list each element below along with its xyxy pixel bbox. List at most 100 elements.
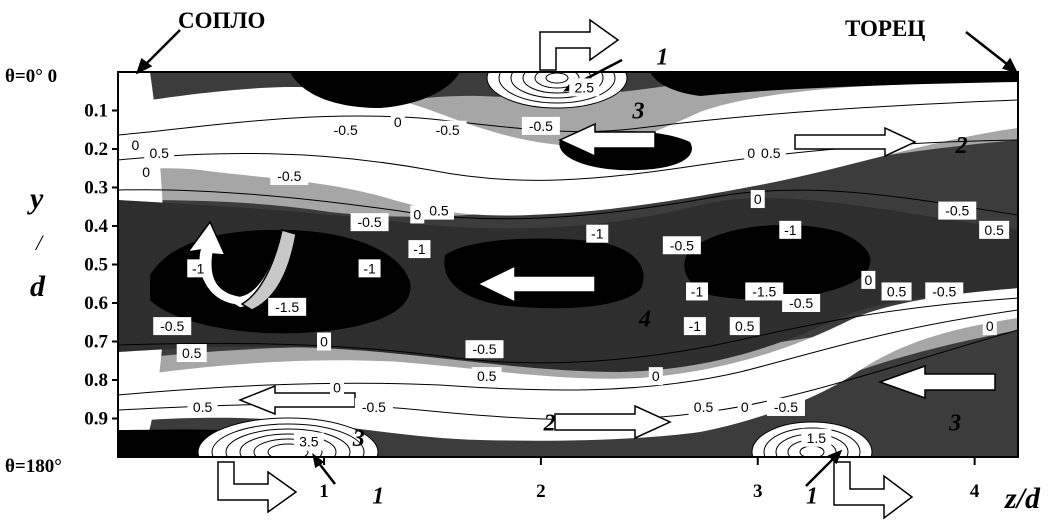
core-region-right [684,224,871,300]
contour-label: -0.5 [670,237,694,253]
jet-spot-top [486,72,628,109]
y-axis-ticks: 0.1 0.2 0.3 0.4 0.5 0.6 0.7 0.8 0.9 [84,101,118,430]
y-tick-label: 0.1 [84,101,108,122]
contour-label-box [317,332,332,351]
contour-label-box [465,340,504,359]
contour-label-box [423,201,454,220]
flow-arrows [186,122,996,440]
contour-label: -0.5 [774,399,798,415]
contour-label: -0.5 [362,399,386,415]
contour-label-box [779,220,802,239]
contour-label: 0.5 [149,145,169,161]
contour-label: 0 [142,164,150,180]
zone-label: 2 [543,410,556,436]
x-tick-label: 4 [970,481,980,502]
contour-label: 0.5 [735,318,755,334]
y-tick-label: 0.6 [84,293,108,314]
contour-label-box [350,213,389,232]
contour-label: 1.5 [807,430,827,446]
contour-label-box [354,397,393,416]
end-wall-label: ТОРЕЦ [845,16,925,41]
y-tick-label: 0.9 [84,409,108,430]
y-axis-label-y: y [27,182,44,215]
contour-label: -0.5 [789,295,813,311]
contour-label-box [861,270,876,289]
contour-label: -0.5 [529,118,553,134]
contour-label: -1 [784,222,797,238]
contour-label: 2.5 [575,79,595,95]
contour-label: -1 [413,241,426,257]
contour-label: 0.5 [887,283,907,299]
arrow-right-top [794,126,917,158]
contour-label-box [390,113,405,132]
contour-label-box [471,367,502,386]
contour-label: -0.5 [945,203,969,219]
zone-label: 1 [806,484,818,510]
contour-label-box [782,294,821,312]
contour-label: 3.5 [299,434,319,450]
contour-label: 0 [747,145,755,161]
arrow-nozzle-top [539,18,620,71]
contour-label-box [688,397,719,416]
arrow-left-lower-right [877,364,996,400]
contour-label: 0.5 [429,203,449,219]
contour-label-box [881,282,912,301]
contour-label-box [744,143,759,162]
contour-label: -0.5 [436,122,460,138]
contour-label-box [408,240,431,259]
y-tick-label: 0.4 [84,216,108,237]
y-tick-label: 0.5 [84,255,108,276]
contour-label: -0.5 [358,214,382,230]
contour-label-box [144,143,175,162]
contour-label-box [293,432,324,451]
arrow-left-top [558,122,656,158]
contour-label: 0 [320,334,328,350]
contour-label-box [176,344,207,363]
arrow-left-middle [476,264,596,304]
y-tick-label: 0.8 [84,370,108,391]
x-axis-label: z/d [1004,482,1041,515]
contour-label-box [662,236,701,255]
contour-label: 0 [394,114,402,130]
zone-label: 3 [631,99,644,125]
contour-label-box [187,259,210,278]
contour-label: -1 [363,260,376,276]
contour-label: 0 [131,137,139,153]
contour-label-box [586,224,609,243]
zone-label: 4 [638,306,651,332]
contour-value-labels: 2.5 -0.5 0 -0.5 -0.5 0 0.5 0 -0.5 0 0.5 0 0.5 -0.5 0 -0… [128,78,1010,451]
contour-label: -1 [591,226,604,242]
zone-labels: 1 3 2 4 2 3 3 1 1 [352,45,968,510]
contour-label: 0 [754,191,762,207]
nozzle-arrows [217,18,914,520]
contour-label-box [128,136,143,155]
zone-label: 1 [372,484,384,510]
zone-label: 3 [352,426,365,452]
contour-label-box [755,143,786,162]
y-axis-label-slash: / [34,230,44,255]
contour-label-box [686,282,709,301]
contour-label: -0.5 [932,283,956,299]
contour-label: -0.5 [160,318,184,334]
contour-label: 0 [652,368,660,384]
contour-label-box [982,317,997,336]
contour-label-box [745,282,784,301]
contour-label: -1 [689,318,702,334]
contour-label-box [270,166,309,185]
contour-label: -1 [691,283,704,299]
contour-label: 0 [413,206,421,222]
contour-label: -1 [192,260,205,276]
contour-label-box [683,317,706,336]
contour-label-box [153,317,192,336]
contour-label-box [428,120,467,139]
contour-label-box [358,259,381,278]
zone-label: 1 [656,45,668,71]
x-tick-label: 3 [753,481,763,502]
contour-label-box [569,78,600,97]
contour-label-box [410,205,425,224]
contour-label: 0 [986,318,994,334]
core-region-top-left [290,72,460,108]
contour-label-box [521,116,560,135]
contour-label: 0 [741,399,749,415]
